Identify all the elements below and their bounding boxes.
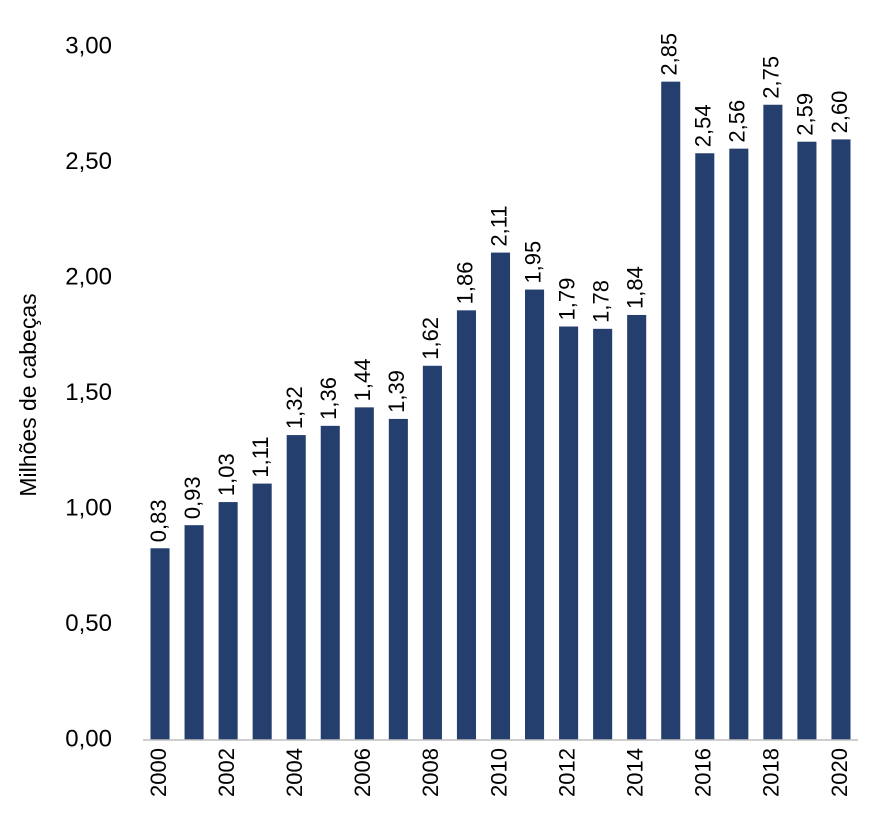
value-label: 1,78 — [588, 280, 613, 323]
y-axis-label: Milhões de cabeças — [15, 293, 41, 496]
x-tick-label: 2018 — [759, 748, 784, 797]
value-label: 1,44 — [350, 359, 375, 402]
bar — [320, 425, 340, 740]
bar — [388, 418, 408, 740]
y-tick-label: 0,50 — [65, 610, 112, 637]
bar — [661, 81, 681, 740]
value-label: 1,03 — [214, 453, 239, 496]
bar — [354, 407, 374, 740]
bar — [695, 153, 715, 740]
bar — [184, 525, 204, 740]
bar — [490, 252, 511, 740]
x-tick-label: 2008 — [418, 748, 443, 797]
bar — [150, 548, 170, 740]
x-tick-label: 2010 — [486, 748, 511, 797]
value-label: 1,39 — [384, 370, 409, 413]
bar — [422, 365, 442, 740]
bar — [218, 502, 238, 740]
value-label: 1,86 — [452, 262, 477, 305]
x-tick-label: 2014 — [623, 748, 648, 797]
x-tick-label: 2012 — [554, 748, 579, 797]
bar — [559, 326, 579, 740]
bar — [627, 314, 647, 740]
value-label: 1,32 — [282, 386, 307, 429]
value-label: 1,62 — [418, 317, 443, 360]
value-label: 2,75 — [759, 56, 784, 99]
y-tick-label: 2,00 — [65, 263, 112, 290]
value-label: 2,54 — [691, 104, 716, 147]
bar — [525, 289, 545, 740]
value-label: 1,84 — [623, 266, 648, 309]
bar — [252, 483, 272, 740]
bar — [456, 310, 476, 740]
y-tick-label: 3,00 — [65, 32, 112, 59]
value-label: 2,59 — [793, 93, 818, 136]
bar — [593, 328, 613, 740]
bar — [831, 139, 851, 740]
value-label: 1,36 — [316, 377, 341, 420]
x-tick-label: 2004 — [282, 748, 307, 797]
value-label: 1,79 — [554, 278, 579, 321]
x-tick-label: 2020 — [827, 748, 852, 797]
value-label: 2,56 — [725, 100, 750, 143]
value-label: 2,85 — [657, 33, 682, 76]
bar — [286, 435, 306, 740]
value-label: 1,95 — [520, 241, 545, 284]
value-label: 2,11 — [486, 205, 511, 246]
y-tick-label: 0,00 — [65, 725, 112, 752]
bar — [797, 141, 817, 740]
x-tick-label: 2006 — [350, 748, 375, 797]
value-label: 0,83 — [146, 499, 171, 542]
x-tick-label: 2000 — [146, 748, 171, 797]
x-tick-label: 2016 — [691, 748, 716, 797]
y-tick-label: 1,00 — [65, 494, 112, 521]
bar — [763, 104, 783, 740]
y-tick-label: 1,50 — [65, 379, 112, 406]
bar — [729, 148, 749, 740]
value-label: 0,93 — [180, 476, 205, 519]
value-label: 1,11 — [248, 436, 273, 477]
y-tick-label: 2,50 — [65, 148, 112, 175]
value-label: 2,60 — [827, 91, 852, 134]
x-tick-label: 2002 — [214, 748, 239, 797]
